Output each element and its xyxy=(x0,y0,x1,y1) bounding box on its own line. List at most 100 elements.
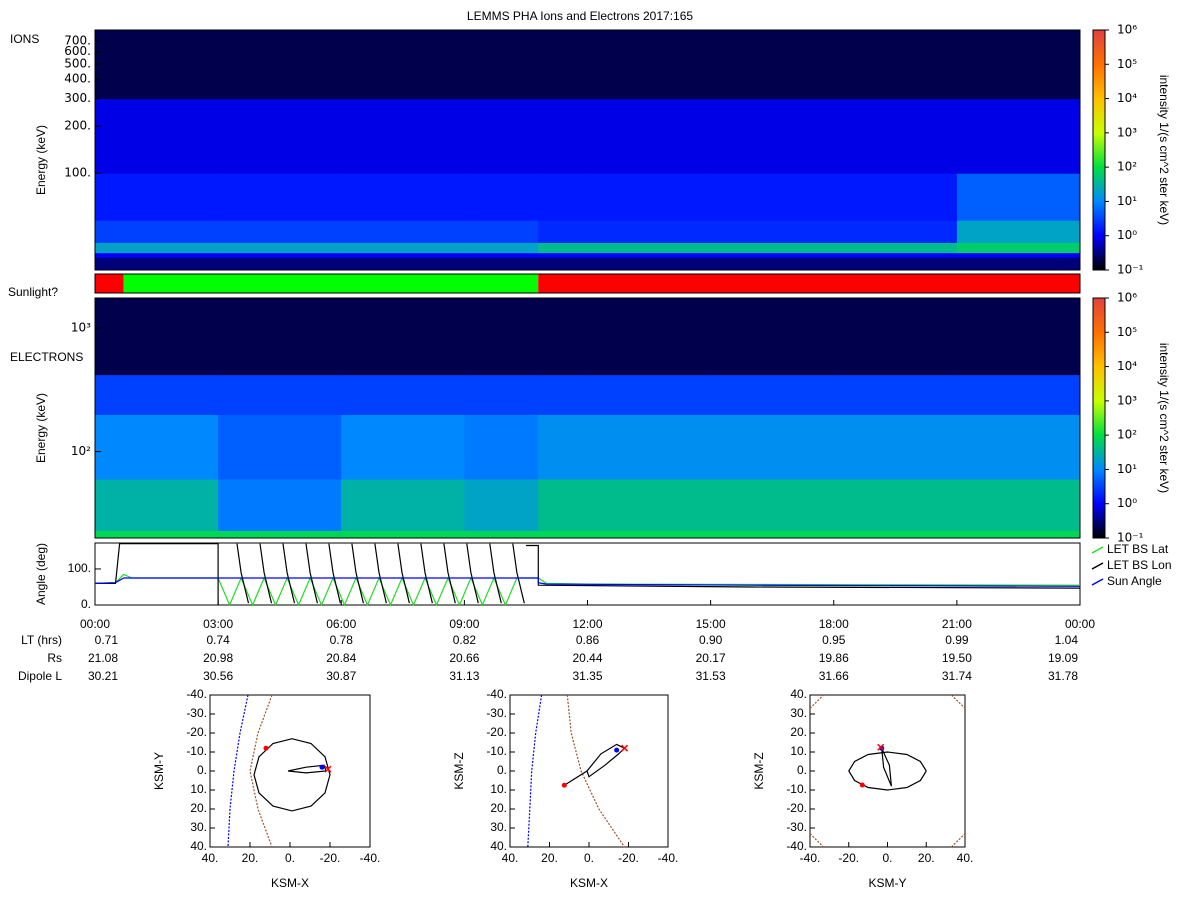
spectrogram-cell xyxy=(218,30,342,100)
y-tick-label: 20. xyxy=(790,725,807,739)
y-tick-label: 0. xyxy=(497,763,507,777)
spectrogram-cell xyxy=(956,242,1081,254)
ephemeris-value: 19.50 xyxy=(942,651,972,665)
ephemeris-label: Dipole L xyxy=(18,669,62,683)
x-tick-label: 03:00 xyxy=(203,617,233,631)
y-tick-label: 0. xyxy=(797,763,807,777)
spectrogram-cell xyxy=(95,30,219,100)
ephemeris-value: 20.17 xyxy=(696,651,726,665)
y-tick-label: -10. xyxy=(786,782,807,796)
colorbar-tick-label: 10⁵ xyxy=(1117,57,1137,71)
spectrogram-cell xyxy=(341,252,465,258)
sunlight-segment xyxy=(95,274,124,293)
spectrogram-cell xyxy=(538,242,588,254)
ephemeris-value: 31.66 xyxy=(819,669,849,683)
trajectory xyxy=(809,694,966,848)
colorbar-tick-label: 10³ xyxy=(1117,125,1137,139)
x-axis-label: KSM-Y xyxy=(868,876,906,890)
spectrogram-cell xyxy=(218,414,342,480)
x-tick-label: 18:00 xyxy=(819,617,849,631)
spectrogram-cell xyxy=(833,242,958,254)
spectrogram-cell xyxy=(341,257,465,271)
y-tick-label: 400. xyxy=(64,72,91,86)
y-tick-label: 30. xyxy=(190,820,207,834)
spectrogram-cell xyxy=(710,257,835,271)
spectrogram-cell xyxy=(464,414,539,480)
colorbar-tick-label: 10⁴ xyxy=(1117,359,1137,373)
y-axis-label: KSM-Y xyxy=(152,752,166,790)
spectrogram-cell xyxy=(218,98,342,174)
y-axis-label: KSM-Z xyxy=(452,752,466,789)
spectrogram-cell xyxy=(218,257,342,271)
spectrogram-cell xyxy=(464,252,539,258)
spectrogram-cell xyxy=(710,242,835,254)
spectrogram-cell xyxy=(464,242,539,254)
spectrogram-cell xyxy=(587,220,712,243)
chart-title: LEMMS PHA Ions and Electrons 2017:165 xyxy=(467,9,693,23)
spectrogram-cell xyxy=(341,479,465,531)
colorbar-tick-label: 10⁴ xyxy=(1117,91,1137,105)
colorbar-tick-label: 10⁻¹ xyxy=(1117,531,1144,545)
y-tick-label: 10. xyxy=(190,782,207,796)
spectrogram-cell xyxy=(956,374,1081,415)
ephemeris-value: 0.95 xyxy=(822,633,846,647)
y-tick-label: 40. xyxy=(490,839,507,853)
marker xyxy=(561,782,567,788)
spectrogram-cell xyxy=(218,374,342,415)
x-axis-label: KSM-X xyxy=(271,876,309,890)
colorbar-tick-label: 10⁻¹ xyxy=(1117,263,1144,277)
trajectory xyxy=(848,751,927,791)
colorbar-label: intensity 1/(s cm^2 ster keV) xyxy=(1157,75,1171,225)
spectrogram-cell xyxy=(710,220,835,243)
spectrogram-cell xyxy=(587,173,712,221)
spectrogram-cell xyxy=(538,298,588,376)
spectrogram-cell xyxy=(833,530,958,539)
ephemeris-label: Rs xyxy=(47,651,62,665)
ephemeris-value: 30.87 xyxy=(326,669,356,683)
x-tick-label: -20. xyxy=(320,851,341,865)
spectrogram-cell xyxy=(587,530,712,539)
spectrogram-cell xyxy=(710,30,835,100)
x-tick-label: 20. xyxy=(918,851,935,865)
spectrogram-cell xyxy=(956,98,1081,174)
panel-frame xyxy=(809,694,966,848)
y-tick-label: 600. xyxy=(64,44,91,58)
x-tick-label: -40. xyxy=(360,851,381,865)
ephemeris-value: 20.44 xyxy=(572,651,602,665)
spectrogram-cell xyxy=(538,479,588,531)
spectrogram-cell xyxy=(95,298,219,376)
y-tick-label: -10. xyxy=(186,744,207,758)
marker xyxy=(614,747,620,753)
marker xyxy=(324,765,332,773)
spectrogram-cell xyxy=(95,414,219,480)
y-tick-label: 10. xyxy=(790,744,807,758)
ephemeris-value: 19.09 xyxy=(1048,651,1078,665)
spectrogram-cell xyxy=(833,220,958,243)
y-tick-label: -30. xyxy=(786,820,807,834)
spectrogram-cell xyxy=(710,374,835,415)
y-tick-label: 40. xyxy=(790,687,807,701)
spectrogram-cell xyxy=(341,220,465,243)
spectrogram-cell xyxy=(833,479,958,531)
ephemeris-value: 20.84 xyxy=(326,651,356,665)
spectrogram-cell xyxy=(95,242,219,254)
legend-swatch xyxy=(1091,546,1104,554)
x-tick-label: 40. xyxy=(957,851,974,865)
series-line xyxy=(94,577,1081,587)
legend-swatch xyxy=(1091,578,1104,586)
spectrogram-cell xyxy=(95,479,219,531)
spectrogram-cell xyxy=(587,242,712,254)
x-tick-label: 06:00 xyxy=(326,617,356,631)
ephemeris-value: 21.08 xyxy=(88,651,118,665)
ephemeris-label: LT (hrs) xyxy=(21,633,62,647)
legend-label: LET BS Lat xyxy=(1107,542,1169,556)
y-tick-label: -20. xyxy=(186,725,207,739)
spectrogram-cell xyxy=(833,173,958,221)
y-tick-label: 10² xyxy=(71,444,91,458)
colorbar-tick-label: 10¹ xyxy=(1117,194,1137,208)
spectrogram-cell xyxy=(341,298,465,376)
y-tick-label: 10³ xyxy=(71,321,91,335)
colorbar xyxy=(1092,29,1106,271)
spectrogram-cell xyxy=(587,30,712,100)
marker xyxy=(859,782,865,788)
